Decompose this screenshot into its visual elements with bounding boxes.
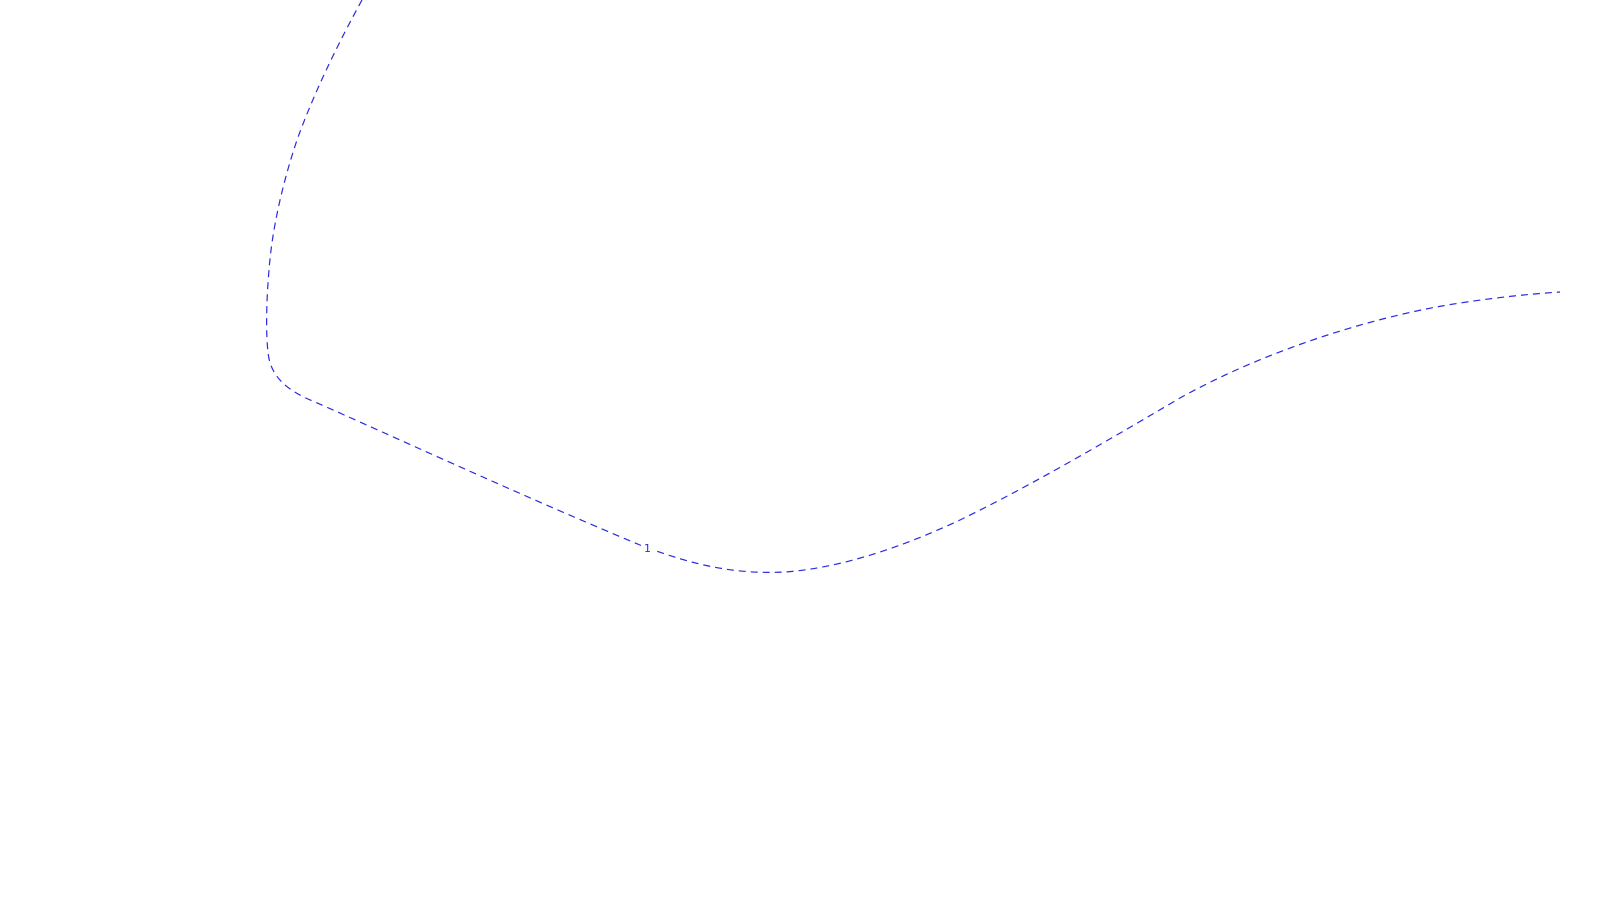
contour-label: 1 bbox=[644, 542, 651, 555]
contour-line bbox=[266, 0, 1561, 573]
contour-label-backing bbox=[641, 541, 653, 554]
